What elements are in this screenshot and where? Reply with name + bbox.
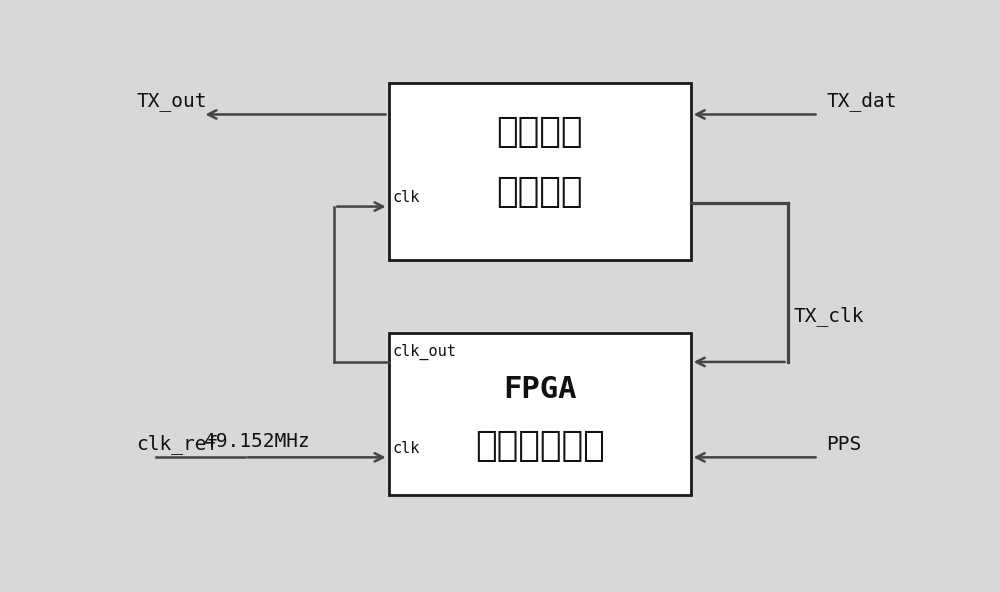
Text: 时钟调整模块: 时钟调整模块 xyxy=(475,429,604,463)
Text: PPS: PPS xyxy=(826,435,862,454)
Text: TX_out: TX_out xyxy=(137,92,207,111)
Text: clk_ref: clk_ref xyxy=(137,435,219,454)
Text: 调制芯片: 调制芯片 xyxy=(496,175,583,210)
Bar xyxy=(388,83,691,260)
Text: TX_dat: TX_dat xyxy=(826,91,897,111)
Text: clk_out: clk_out xyxy=(392,344,456,361)
Text: FPGA: FPGA xyxy=(503,375,576,404)
Text: clk: clk xyxy=(392,190,420,205)
Text: clk: clk xyxy=(392,441,420,456)
Text: 同播码元: 同播码元 xyxy=(496,115,583,149)
Text: TX_clk: TX_clk xyxy=(794,307,864,326)
Text: 49.152MHz: 49.152MHz xyxy=(204,432,310,451)
Bar xyxy=(388,333,691,494)
